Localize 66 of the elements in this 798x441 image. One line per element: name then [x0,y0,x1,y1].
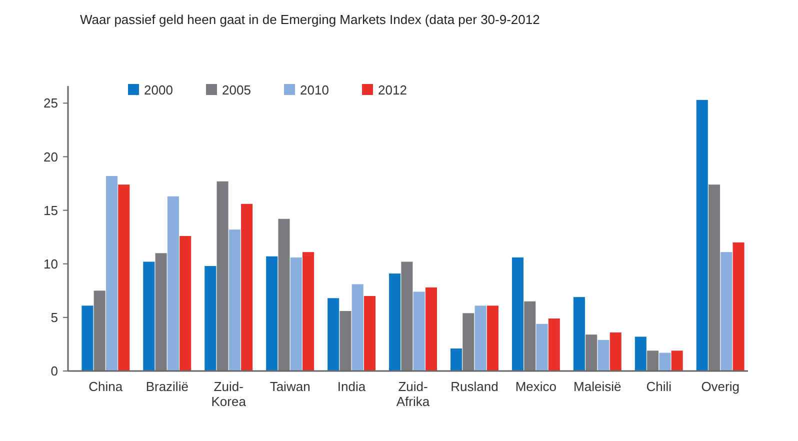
bar [228,230,240,371]
bar [586,334,598,371]
x-tick-label: Brazilië [146,379,188,394]
bar [524,301,536,371]
bar [278,218,290,371]
bar [118,184,130,371]
bar [671,350,683,371]
bar [204,266,216,371]
bar [425,287,437,371]
bar [598,340,610,371]
bar [450,348,462,371]
bar [486,306,498,371]
y-tick-label: 25 [44,96,58,111]
bar [462,313,474,371]
x-tick-label: India [337,379,366,394]
bar [536,324,548,371]
bar [143,262,155,371]
bar [82,306,94,371]
bar [732,242,744,371]
y-tick-label: 5 [50,310,58,325]
legend-label: 2005 [222,82,251,98]
bar [720,252,732,371]
bar [106,176,118,371]
bar [216,181,228,371]
legend-label: 2000 [144,82,173,98]
bar [328,298,340,371]
bar [708,184,720,371]
bar [647,350,659,371]
legend-label: 2010 [300,82,329,98]
bar [180,236,192,371]
x-tick-label: Rusland [450,379,498,394]
x-tick-label: Zuid-Korea [211,379,247,409]
bar [155,253,167,371]
bar [352,284,364,371]
bar [413,292,425,371]
bar [167,196,179,371]
bar [94,290,106,371]
bar [634,336,646,371]
y-tick-label: 20 [44,149,58,164]
chart-title: Waar passief geld heen gaat in de Emerging Markets Index (data per 30-9-2012 [80,12,540,27]
x-tick-label: Taiwan [270,379,310,394]
x-tick-label: China [88,379,124,394]
x-tick-label: Chili [646,379,672,394]
bar [610,332,622,371]
x-tick-label: Mexico [515,379,557,394]
y-tick-label: 0 [50,364,58,379]
bar [659,352,671,371]
bar [548,318,560,371]
bar [241,204,253,371]
bar [401,262,413,371]
bar [266,256,278,371]
bar [573,297,585,371]
y-tick-label: 10 [44,256,58,272]
y-tick-label: 15 [44,202,58,218]
bar [364,296,376,371]
bar [474,306,486,371]
legend-label: 2012 [378,82,407,98]
bar [389,274,401,371]
x-tick-label: Overig [701,379,740,394]
bar [340,311,352,371]
x-tick-label: Maleisië [574,379,622,394]
bar [696,100,708,371]
bar [302,252,314,371]
bar [512,257,524,371]
bar [290,257,302,371]
x-tick-label: Zuid-Afrika [396,379,430,409]
